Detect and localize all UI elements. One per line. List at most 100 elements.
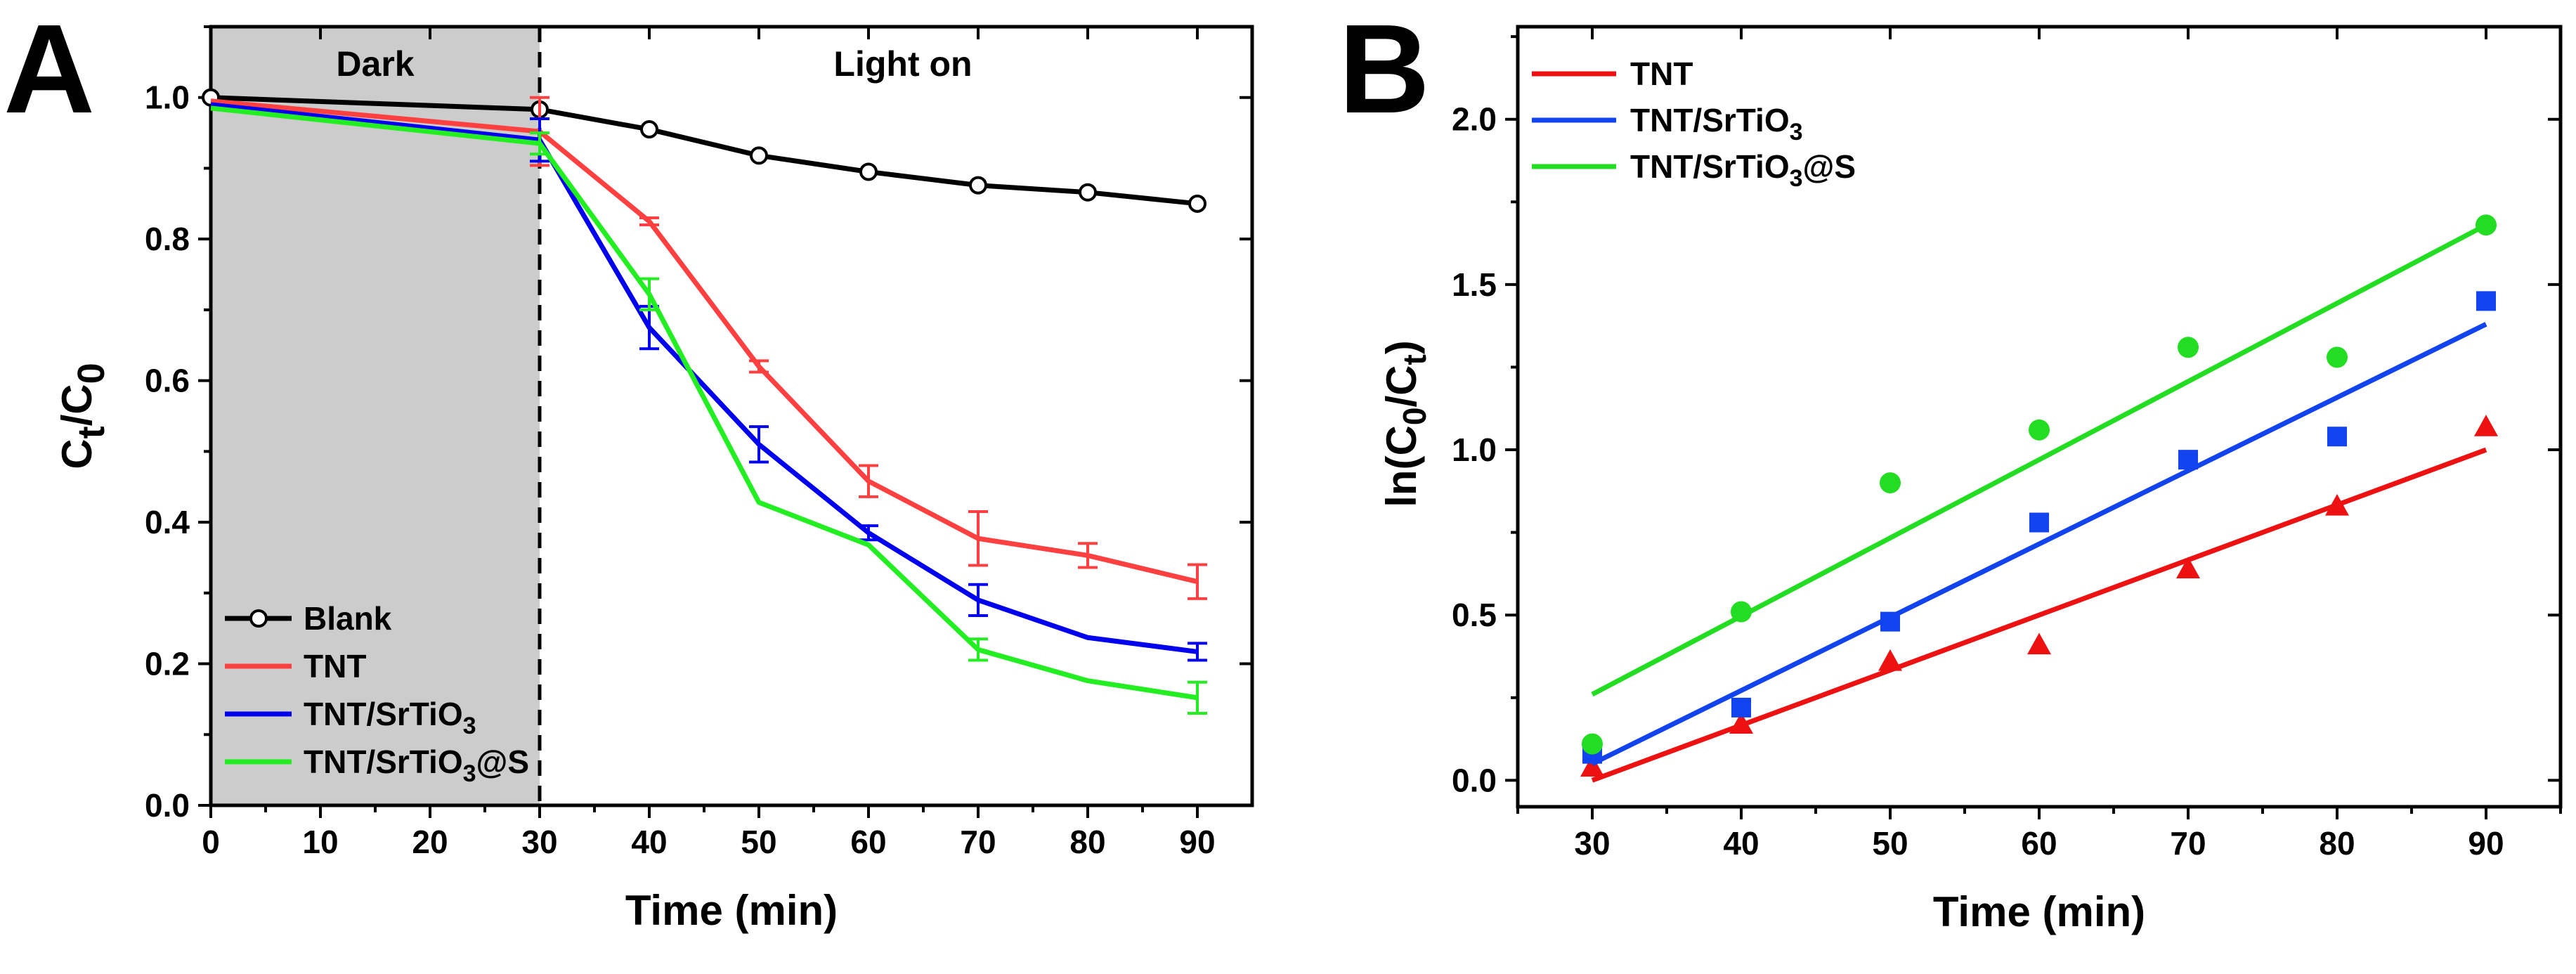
series-tnt-srtio3 [1582, 291, 2496, 766]
y-tick-label: 0.0 [1452, 762, 1497, 798]
panel-a-chart: A Dark Light on 0 10 20 30 40 50 60 70 80 900.00.2… [4, 0, 1254, 934]
data-point [2029, 512, 2049, 533]
x-tick-label: 40 [631, 824, 667, 860]
data-point [2476, 214, 2497, 236]
legend-marker [249, 609, 268, 628]
legend-label-main: TNT [1630, 56, 1693, 92]
series-blank [202, 88, 1206, 213]
x-tick-label: 30 [521, 824, 557, 860]
legend-label: TNT [304, 648, 366, 684]
data-point [969, 176, 987, 195]
legend-label: TNT/SrTiO3 [304, 696, 476, 739]
data-point [2029, 419, 2050, 441]
y-title-sub1: t [70, 426, 112, 439]
legend-label-main: Blank [304, 600, 392, 637]
legend-label-tail: @S [1803, 148, 1856, 185]
x-tick-label: 50 [1872, 825, 1908, 862]
legend-label-sub: 3 [1790, 119, 1803, 145]
panel-label-a: A [4, 0, 95, 140]
y-title-slash: /C [53, 384, 100, 426]
series-tnt [1580, 415, 2498, 783]
legend-label-main: TNT/SrTiO [304, 744, 463, 780]
data-point [1880, 611, 1900, 632]
x-tick-label: 90 [1179, 824, 1215, 860]
data-point [859, 162, 878, 181]
legend-label-main: TNT [304, 648, 366, 684]
data-point [1731, 601, 1752, 623]
fit-line [1591, 447, 2487, 783]
y-tick-label: 0.6 [145, 363, 190, 399]
x-tick-label: 50 [741, 824, 776, 860]
y-tick-label: 1.0 [1452, 431, 1497, 468]
legend-label-sub: 3 [463, 760, 476, 787]
y-tick-label: 2.0 [1452, 101, 1497, 138]
legend-label: TNT/SrTiO3@S [304, 744, 529, 787]
y-title-main: C [53, 439, 100, 469]
series-line [210, 105, 1198, 701]
y-tick-label: 0.5 [1452, 597, 1497, 633]
data-point [1878, 649, 1902, 671]
data-point [1880, 472, 1901, 494]
region-label-light-on: Light on [833, 44, 972, 84]
y-axis-title: ln(C0/Ct) [1378, 340, 1433, 507]
data-point [2325, 493, 2349, 516]
y-axis-title: Ct/C0 [53, 363, 112, 469]
y-tick-label: 1.5 [1452, 266, 1497, 303]
x-tick-label: 70 [960, 824, 996, 860]
legend-label: TNT/SrTiO3 [1630, 102, 1803, 145]
data-point [640, 120, 658, 139]
y-tick-label: 1.0 [145, 79, 190, 116]
x-tick-label: 10 [302, 824, 338, 860]
data-point [1079, 183, 1097, 202]
x-tick-label: 60 [2021, 825, 2057, 862]
x-tick-label: 70 [2170, 825, 2206, 862]
plot-frame [1516, 25, 2563, 809]
data-point [1729, 712, 1753, 734]
x-tick-label: 80 [2319, 825, 2355, 862]
panel-label-b: B [1339, 0, 1430, 140]
series-tnt [210, 96, 1207, 600]
y-title-sub2: t [1396, 354, 1433, 365]
data-point [1580, 755, 1604, 777]
data-point [2027, 632, 2051, 655]
region-label-dark: Dark [336, 44, 414, 84]
data-point [2178, 337, 2199, 358]
legend-label: TNT/SrTiO3@S [1630, 148, 1856, 192]
data-point [1582, 733, 1603, 755]
legend-label-sub: 3 [1790, 165, 1803, 192]
fit-line [1591, 223, 2487, 697]
y-title-slash: /C [1378, 365, 1425, 408]
plot-frame [209, 25, 1254, 807]
legend-label-main: TNT/SrTiO [1630, 148, 1790, 185]
y-tick-label: 0.8 [145, 221, 190, 257]
y-title-main: ln(C [1378, 425, 1425, 507]
x-tick-label: 20 [412, 824, 448, 860]
x-tick-label: 30 [1574, 825, 1610, 862]
y-title-sub2: 0 [70, 363, 112, 384]
legend-label-main: TNT/SrTiO [304, 696, 463, 732]
data-point [2476, 291, 2496, 311]
series-tnt-srtio3-s [1582, 214, 2497, 755]
series-line [210, 95, 1198, 207]
series-line [210, 98, 1198, 585]
x-axis-title: Time (min) [625, 887, 838, 934]
data-point [1731, 697, 1751, 717]
x-tick-label: 60 [850, 824, 886, 860]
x-tick-label: 40 [1723, 825, 1759, 862]
data-point [2327, 346, 2348, 368]
legend-label-tail: @S [476, 744, 530, 780]
y-tick-label: 0.0 [145, 787, 190, 824]
y-title-sub1: 0 [1396, 408, 1433, 426]
legend-label-main: TNT/SrTiO [1630, 102, 1790, 138]
legend-label: TNT [1630, 56, 1693, 92]
data-point [2474, 415, 2498, 436]
fit-line [1591, 322, 2487, 766]
data-point [2178, 450, 2198, 470]
y-tick-label: 0.4 [145, 504, 190, 540]
x-tick-label: 0 [202, 824, 220, 860]
data-point [2327, 427, 2347, 447]
data-point [1188, 194, 1206, 213]
y-title-tail: ) [1378, 340, 1425, 354]
